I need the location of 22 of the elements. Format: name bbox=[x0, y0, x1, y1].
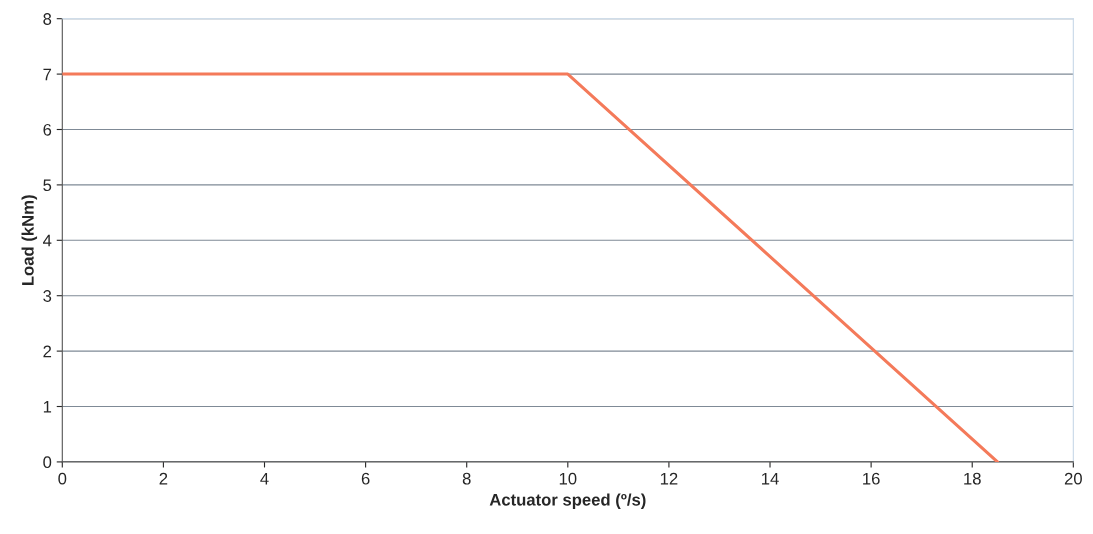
y-tick-label: 3 bbox=[43, 290, 52, 302]
x-tick-label: 4 bbox=[260, 472, 269, 485]
x-tick-label: 18 bbox=[964, 472, 981, 485]
x-tick-label: 12 bbox=[660, 472, 678, 485]
y-tick-label: 8 bbox=[43, 13, 52, 25]
y-axis-title: Load (kNm) bbox=[21, 195, 38, 286]
y-tick-label: 5 bbox=[43, 179, 52, 192]
x-tick-label: 0 bbox=[58, 472, 67, 485]
x-tick-label: 10 bbox=[559, 472, 577, 485]
x-tick-label: 16 bbox=[863, 472, 880, 485]
y-tick-label: 2 bbox=[43, 345, 52, 358]
y-tick-label: 7 bbox=[43, 68, 52, 81]
x-tick-label: 14 bbox=[762, 472, 779, 485]
x-tick-label: 20 bbox=[1064, 472, 1082, 485]
x-tick-label: 2 bbox=[159, 472, 168, 485]
y-tick-label: 1 bbox=[43, 401, 52, 413]
x-axis-title: Actuator speed (º/s) bbox=[489, 493, 646, 509]
x-tick-label: 6 bbox=[361, 472, 370, 485]
y-tick-label: 6 bbox=[43, 123, 52, 136]
x-tick-label: 8 bbox=[462, 472, 471, 485]
y-tick-label: 0 bbox=[43, 456, 52, 469]
y-tick-label: 4 bbox=[43, 234, 52, 247]
